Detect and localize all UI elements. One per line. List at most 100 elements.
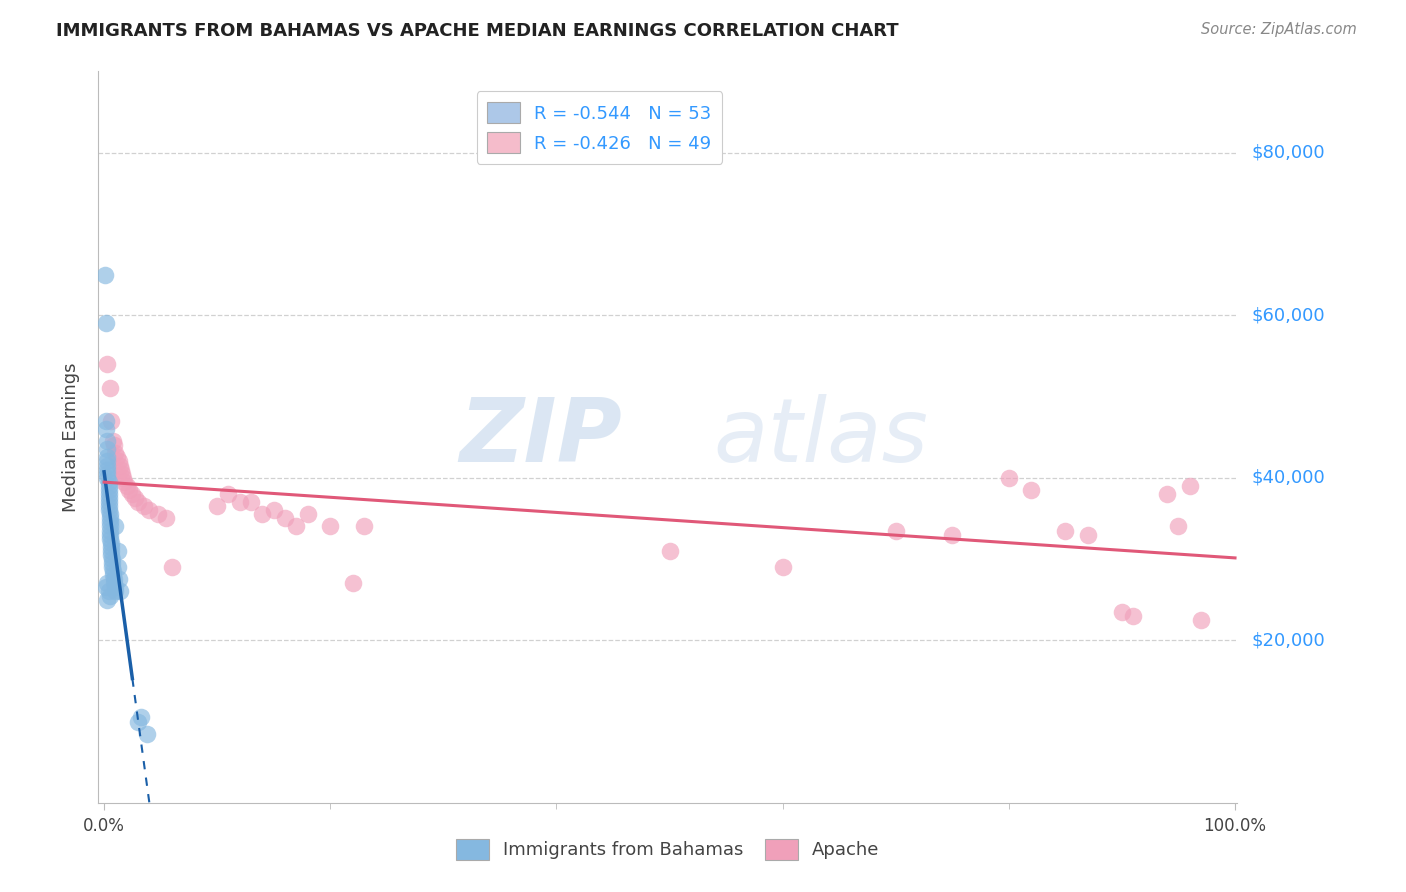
- Point: [115, 479, 138, 493]
- Text: $40,000: $40,000: [1251, 468, 1324, 487]
- Point: [1111, 605, 1133, 619]
- Point: [263, 503, 285, 517]
- Point: [218, 487, 240, 501]
- Point: [96, 454, 118, 468]
- Point: [155, 511, 177, 525]
- Point: [104, 519, 127, 533]
- Point: [107, 454, 129, 468]
- Point: [107, 572, 129, 586]
- Point: [998, 471, 1021, 485]
- Point: [111, 467, 134, 481]
- Point: [96, 592, 118, 607]
- Point: [96, 434, 118, 449]
- Point: [104, 446, 127, 460]
- Point: [96, 450, 118, 465]
- Point: [205, 499, 228, 513]
- Point: [97, 495, 120, 509]
- Point: [96, 357, 118, 371]
- Point: [114, 475, 136, 489]
- Point: [274, 511, 297, 525]
- Point: [98, 519, 121, 533]
- Point: [97, 475, 120, 489]
- Point: [100, 544, 122, 558]
- Point: [96, 316, 118, 330]
- Point: [96, 442, 118, 457]
- Point: [353, 519, 375, 533]
- Point: [97, 499, 120, 513]
- Point: [107, 560, 129, 574]
- Point: [118, 483, 141, 497]
- Point: [229, 495, 252, 509]
- Point: [1167, 519, 1189, 533]
- Point: [98, 524, 121, 538]
- Point: [96, 576, 118, 591]
- Point: [100, 540, 122, 554]
- Point: [98, 527, 121, 541]
- Point: [98, 532, 121, 546]
- Point: [97, 584, 120, 599]
- Point: [136, 727, 159, 741]
- Point: [96, 471, 118, 485]
- Point: [884, 524, 907, 538]
- Point: [96, 467, 118, 481]
- Text: $20,000: $20,000: [1251, 632, 1324, 649]
- Point: [1054, 524, 1077, 538]
- Point: [121, 487, 143, 501]
- Point: [110, 462, 132, 476]
- Point: [98, 381, 121, 395]
- Point: [96, 414, 118, 428]
- Point: [100, 414, 122, 428]
- Text: IMMIGRANTS FROM BAHAMAS VS APACHE MEDIAN EARNINGS CORRELATION CHART: IMMIGRANTS FROM BAHAMAS VS APACHE MEDIAN…: [56, 22, 898, 40]
- Point: [98, 511, 121, 525]
- Point: [98, 516, 121, 530]
- Point: [108, 584, 131, 599]
- Y-axis label: Median Earnings: Median Earnings: [62, 362, 80, 512]
- Point: [104, 584, 127, 599]
- Point: [100, 548, 122, 562]
- Point: [100, 535, 122, 549]
- Point: [772, 560, 794, 574]
- Point: [97, 503, 120, 517]
- Point: [112, 471, 135, 485]
- Point: [101, 560, 124, 574]
- Point: [1021, 483, 1043, 497]
- Point: [1077, 527, 1099, 541]
- Point: [124, 491, 146, 505]
- Point: [104, 581, 127, 595]
- Point: [131, 710, 153, 724]
- Point: [1189, 613, 1212, 627]
- Point: [658, 544, 681, 558]
- Point: [101, 568, 124, 582]
- Point: [342, 576, 364, 591]
- Point: [103, 572, 125, 586]
- Point: [101, 564, 124, 578]
- Text: ZIP: ZIP: [460, 393, 623, 481]
- Text: $60,000: $60,000: [1251, 306, 1324, 324]
- Point: [94, 268, 117, 282]
- Point: [98, 508, 121, 522]
- Point: [96, 422, 118, 436]
- Legend: Immigrants from Bahamas, Apache: Immigrants from Bahamas, Apache: [449, 831, 887, 867]
- Point: [101, 552, 124, 566]
- Point: [1122, 608, 1144, 623]
- Text: Source: ZipAtlas.com: Source: ZipAtlas.com: [1201, 22, 1357, 37]
- Point: [96, 462, 118, 476]
- Point: [108, 458, 131, 473]
- Point: [107, 544, 129, 558]
- Point: [101, 556, 124, 570]
- Point: [96, 581, 118, 595]
- Point: [127, 714, 149, 729]
- Point: [97, 479, 120, 493]
- Point: [297, 508, 319, 522]
- Point: [252, 508, 274, 522]
- Text: $80,000: $80,000: [1251, 144, 1324, 161]
- Point: [160, 560, 183, 574]
- Text: atlas: atlas: [713, 394, 928, 480]
- Point: [319, 519, 342, 533]
- Point: [105, 450, 128, 465]
- Point: [941, 527, 963, 541]
- Point: [240, 495, 263, 509]
- Point: [96, 458, 118, 473]
- Point: [97, 487, 120, 501]
- Point: [132, 499, 155, 513]
